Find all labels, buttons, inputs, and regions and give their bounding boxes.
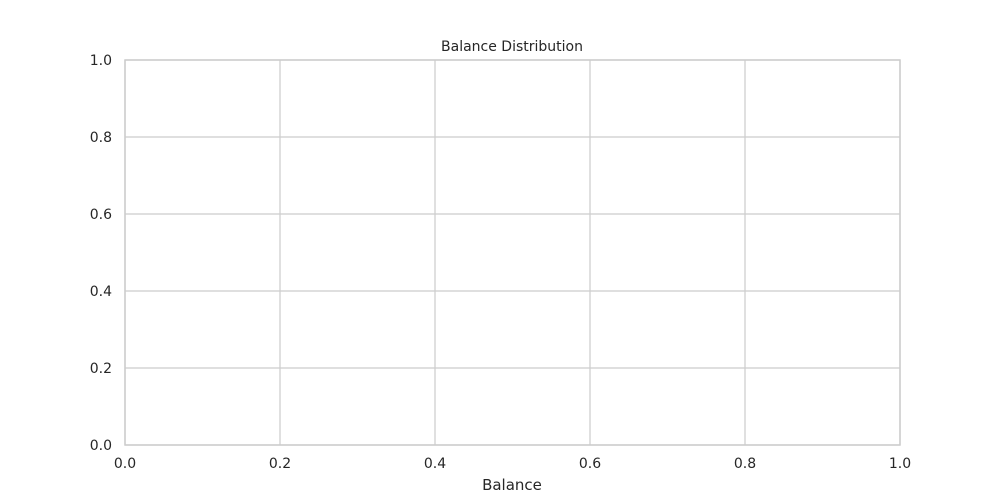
y-tick-label: 0.4 xyxy=(90,284,112,300)
y-axis-ticks: 0.0 0.2 0.4 0.6 0.8 1.0 xyxy=(90,53,112,454)
x-tick-label: 0.0 xyxy=(114,456,136,472)
y-tick-label: 0.0 xyxy=(90,438,112,454)
x-tick-label: 0.2 xyxy=(269,456,291,472)
x-tick-label: 0.6 xyxy=(579,456,601,472)
y-tick-label: 0.2 xyxy=(90,361,112,377)
x-tick-label: 1.0 xyxy=(889,456,911,472)
plot-frame xyxy=(124,59,901,446)
y-tick-label: 1.0 xyxy=(90,53,112,69)
y-tick-label: 0.8 xyxy=(90,130,112,146)
x-axis-label: Balance xyxy=(482,476,542,494)
plot-area xyxy=(124,59,901,446)
y-tick-label: 0.6 xyxy=(90,207,112,223)
x-tick-label: 0.8 xyxy=(734,456,756,472)
chart-title: Balance Distribution xyxy=(441,39,583,55)
x-tick-label: 0.4 xyxy=(424,456,446,472)
x-axis-ticks: 0.0 0.2 0.4 0.6 0.8 1.0 xyxy=(114,456,911,472)
